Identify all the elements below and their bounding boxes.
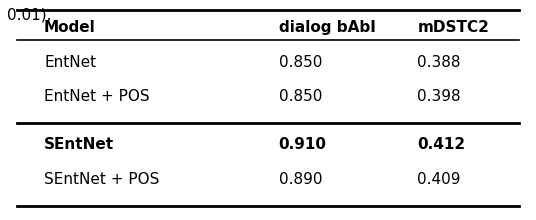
Text: 0.850: 0.850 [279, 55, 322, 70]
Text: 0.850: 0.850 [279, 90, 322, 104]
Text: mDSTC2: mDSTC2 [418, 20, 489, 35]
Text: 0.910: 0.910 [279, 137, 326, 152]
Text: 0.01).: 0.01). [7, 8, 51, 23]
Text: EntNet: EntNet [44, 55, 96, 70]
Text: SEntNet: SEntNet [44, 137, 114, 152]
Text: Model: Model [44, 20, 96, 35]
Text: 0.388: 0.388 [418, 55, 461, 70]
Text: dialog bAbI: dialog bAbI [279, 20, 376, 35]
Text: 0.890: 0.890 [279, 172, 322, 187]
Text: SEntNet + POS: SEntNet + POS [44, 172, 159, 187]
Text: 0.409: 0.409 [418, 172, 461, 187]
Text: 0.398: 0.398 [418, 90, 461, 104]
Text: 0.412: 0.412 [418, 137, 465, 152]
Text: EntNet + POS: EntNet + POS [44, 90, 150, 104]
